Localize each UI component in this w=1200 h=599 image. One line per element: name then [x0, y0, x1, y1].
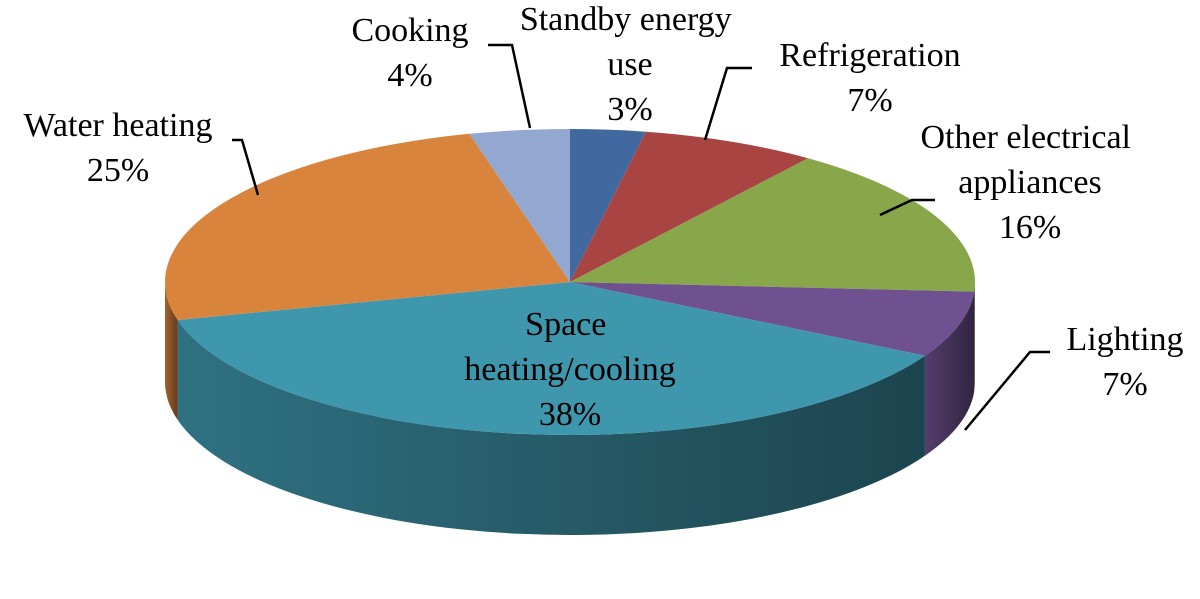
pie-side	[974, 282, 975, 392]
leader-line	[964, 350, 1050, 431]
value-label: 16%	[999, 209, 1061, 246]
value-label: 25%	[87, 152, 149, 189]
slice-label: Lighting	[1066, 321, 1183, 358]
pie-side	[924, 291, 975, 456]
pie-side	[177, 320, 925, 536]
leader-line	[703, 66, 752, 141]
value-label: 3%	[607, 91, 652, 128]
labels: Standby energy use 3% Refrigeration 7% Other…	[24, 1, 1184, 433]
leader-line	[232, 138, 260, 196]
pie-sides	[165, 282, 975, 536]
slice-label: Water heating	[24, 107, 213, 144]
pie-slice	[570, 282, 975, 356]
slice-label: Standby energy use	[520, 1, 740, 83]
pie-slice	[570, 129, 646, 282]
pie-slice	[570, 158, 975, 292]
pie-slice	[570, 131, 809, 282]
leader-line	[879, 198, 935, 217]
value-label: 7%	[1102, 366, 1147, 403]
pie-slice	[165, 133, 570, 321]
pie-side	[165, 282, 178, 421]
pie-slice	[469, 129, 570, 282]
slice-label: Space heating/cooling	[464, 306, 676, 388]
slice-label: Refrigeration	[779, 37, 960, 74]
leader-lines	[232, 43, 1050, 431]
pie-slice	[177, 282, 925, 435]
leader-line	[488, 43, 532, 129]
slice-label: Cooking	[351, 12, 468, 49]
slice-label: Other electrical appliances	[921, 119, 1140, 201]
pie-tops	[165, 129, 975, 435]
value-label: 4%	[387, 57, 432, 94]
value-label: 7%	[847, 82, 892, 119]
value-label: 38%	[539, 396, 601, 433]
